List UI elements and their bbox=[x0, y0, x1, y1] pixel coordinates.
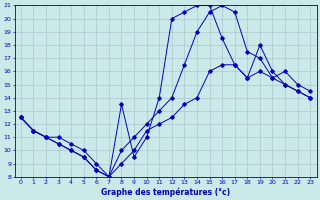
X-axis label: Graphe des températures (°c): Graphe des températures (°c) bbox=[101, 187, 230, 197]
